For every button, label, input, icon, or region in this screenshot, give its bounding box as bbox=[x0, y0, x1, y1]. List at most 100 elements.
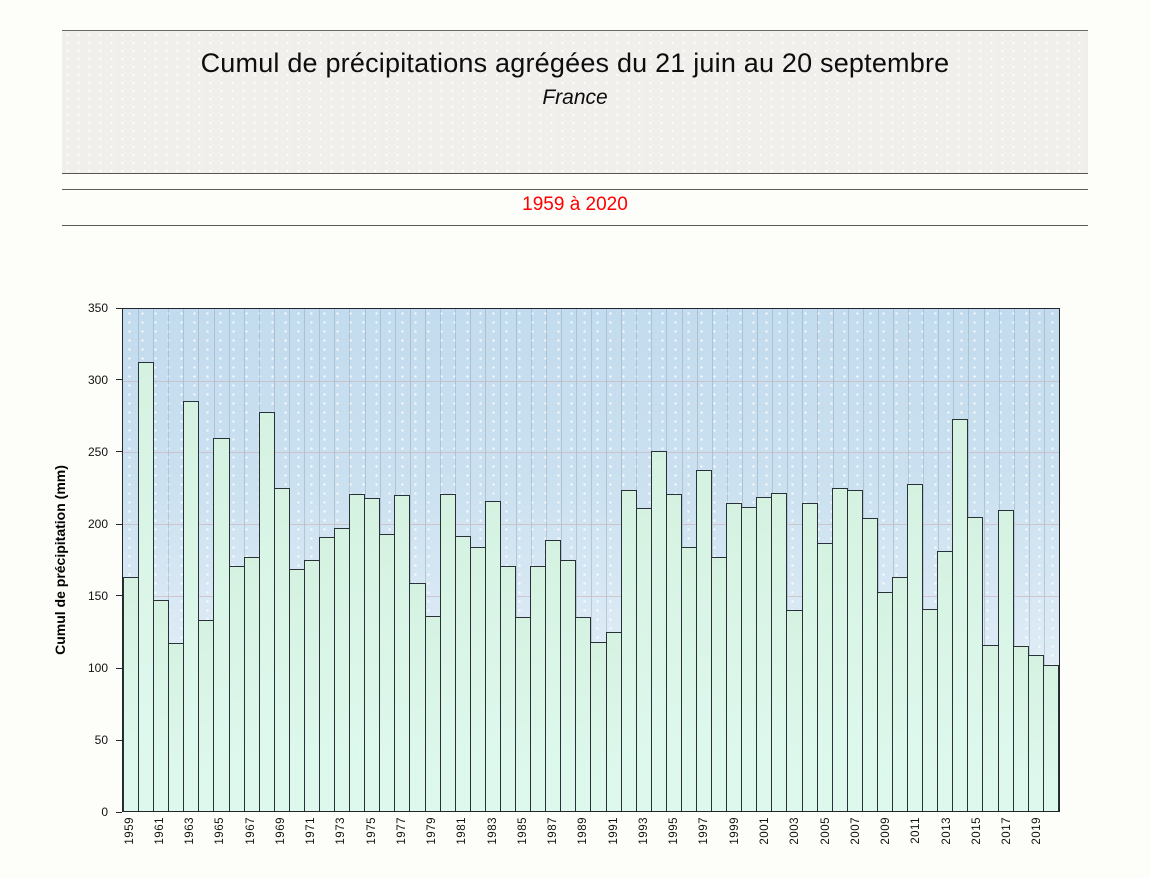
bar-1980 bbox=[439, 494, 456, 811]
vertical-gridline bbox=[606, 309, 608, 811]
x-tick-label: 1995 bbox=[668, 817, 681, 845]
bar-2011 bbox=[907, 483, 924, 811]
vertical-gridline bbox=[515, 309, 517, 811]
horizontal-gridline bbox=[123, 380, 1059, 382]
bar-2018 bbox=[1012, 646, 1029, 811]
y-tick-mark bbox=[116, 379, 122, 381]
bar-2019 bbox=[1027, 654, 1044, 811]
vertical-gridline bbox=[575, 309, 577, 811]
vertical-gridline bbox=[591, 309, 592, 811]
page-subtitle: France bbox=[542, 86, 608, 109]
x-tick-label: 2001 bbox=[758, 817, 771, 845]
bar-1977 bbox=[394, 495, 411, 811]
divider-line-bottom bbox=[62, 225, 1088, 226]
bar-1966 bbox=[228, 565, 245, 811]
bar-1983 bbox=[484, 501, 501, 811]
vertical-gridline bbox=[892, 309, 894, 811]
y-tick-label: 200 bbox=[87, 517, 108, 531]
plot-area bbox=[122, 308, 1060, 812]
bar-1973 bbox=[334, 528, 351, 811]
x-tick-label: 2007 bbox=[849, 817, 862, 845]
bar-1959 bbox=[123, 577, 140, 811]
divider-line-top bbox=[62, 189, 1088, 190]
bar-1985 bbox=[515, 617, 532, 811]
bar-2017 bbox=[997, 509, 1014, 811]
bar-1994 bbox=[650, 451, 667, 811]
y-tick-label: 350 bbox=[87, 301, 108, 315]
y-tick-label: 300 bbox=[87, 373, 108, 387]
y-tick-mark bbox=[116, 523, 122, 525]
bar-1991 bbox=[605, 631, 622, 811]
bar-2013 bbox=[937, 551, 954, 811]
x-axis: 1959 1961 1963 1965 1967 1969 1971 1973 1975 1977… bbox=[122, 813, 1060, 865]
x-tick-label: 1967 bbox=[244, 817, 257, 845]
bar-1974 bbox=[349, 494, 366, 811]
x-tick-label: 2011 bbox=[910, 817, 923, 844]
x-tick-label: 1981 bbox=[456, 817, 469, 845]
bar-1970 bbox=[288, 568, 305, 811]
x-tick-label: 1985 bbox=[516, 817, 529, 845]
x-tick-label: 2017 bbox=[1001, 817, 1014, 845]
x-tick-label: 1975 bbox=[365, 817, 378, 845]
bar-2002 bbox=[771, 492, 788, 811]
y-tick-mark bbox=[116, 451, 122, 453]
bar-1969 bbox=[273, 488, 290, 811]
x-tick-label: 1963 bbox=[184, 817, 197, 845]
bar-1997 bbox=[695, 469, 713, 811]
x-tick-label: 2003 bbox=[789, 817, 802, 845]
y-tick-label: 0 bbox=[101, 805, 108, 819]
bar-1961 bbox=[153, 600, 170, 811]
bar-2012 bbox=[922, 608, 939, 811]
y-tick-label: 250 bbox=[87, 445, 108, 459]
horizontal-gridline bbox=[123, 595, 1059, 597]
vertical-gridline bbox=[877, 309, 879, 811]
bar-2010 bbox=[891, 577, 909, 811]
bar-1993 bbox=[635, 508, 652, 811]
bar-1982 bbox=[469, 547, 486, 811]
x-tick-label: 2015 bbox=[970, 817, 983, 845]
bar-1960 bbox=[138, 362, 155, 811]
bar-1995 bbox=[665, 494, 682, 811]
x-tick-label: 1983 bbox=[486, 817, 499, 845]
bar-1992 bbox=[620, 489, 637, 811]
bar-1981 bbox=[454, 535, 471, 811]
bars bbox=[123, 309, 1059, 811]
x-tick-label: 2005 bbox=[819, 817, 832, 845]
x-tick-label: 2019 bbox=[1031, 817, 1044, 845]
bar-1968 bbox=[258, 412, 275, 811]
bar-2008 bbox=[861, 518, 878, 811]
x-tick-label: 1959 bbox=[123, 817, 136, 845]
horizontal-gridline bbox=[123, 524, 1059, 526]
vertical-gridline bbox=[1013, 309, 1015, 811]
bar-1979 bbox=[424, 615, 441, 811]
bar-2000 bbox=[741, 506, 758, 811]
horizontal-gridline bbox=[123, 452, 1059, 454]
x-tick-label: 1987 bbox=[547, 817, 560, 845]
bar-1978 bbox=[409, 582, 426, 811]
bar-2020 bbox=[1042, 664, 1059, 811]
header-box: Cumul de précipitations agrégées du 21 j… bbox=[62, 30, 1088, 174]
bar-1987 bbox=[545, 539, 562, 811]
y-tick-mark bbox=[116, 811, 122, 813]
vertical-gridline bbox=[424, 309, 426, 811]
y-axis: 0 50 100 150 200 250 300 350 bbox=[0, 301, 122, 819]
bar-1967 bbox=[243, 557, 260, 811]
bar-1998 bbox=[711, 557, 728, 811]
vertical-gridline bbox=[1028, 309, 1030, 811]
bar-1965 bbox=[213, 438, 230, 811]
bar-1972 bbox=[319, 537, 336, 811]
y-tick-label: 100 bbox=[87, 661, 108, 675]
bar-1986 bbox=[530, 565, 547, 811]
x-tick-label: 1961 bbox=[153, 817, 166, 845]
y-tick-mark bbox=[116, 307, 122, 309]
y-tick-label: 150 bbox=[87, 589, 108, 603]
x-tick-label: 1993 bbox=[637, 817, 650, 845]
x-tick-label: 1991 bbox=[607, 817, 620, 845]
x-tick-label: 1977 bbox=[395, 817, 408, 845]
y-tick-mark bbox=[116, 595, 122, 597]
x-tick-label: 1969 bbox=[274, 817, 287, 845]
x-tick-label: 1965 bbox=[214, 817, 227, 845]
bar-2005 bbox=[816, 542, 833, 811]
vertical-gridline bbox=[1043, 309, 1045, 811]
bar-1999 bbox=[726, 502, 743, 811]
